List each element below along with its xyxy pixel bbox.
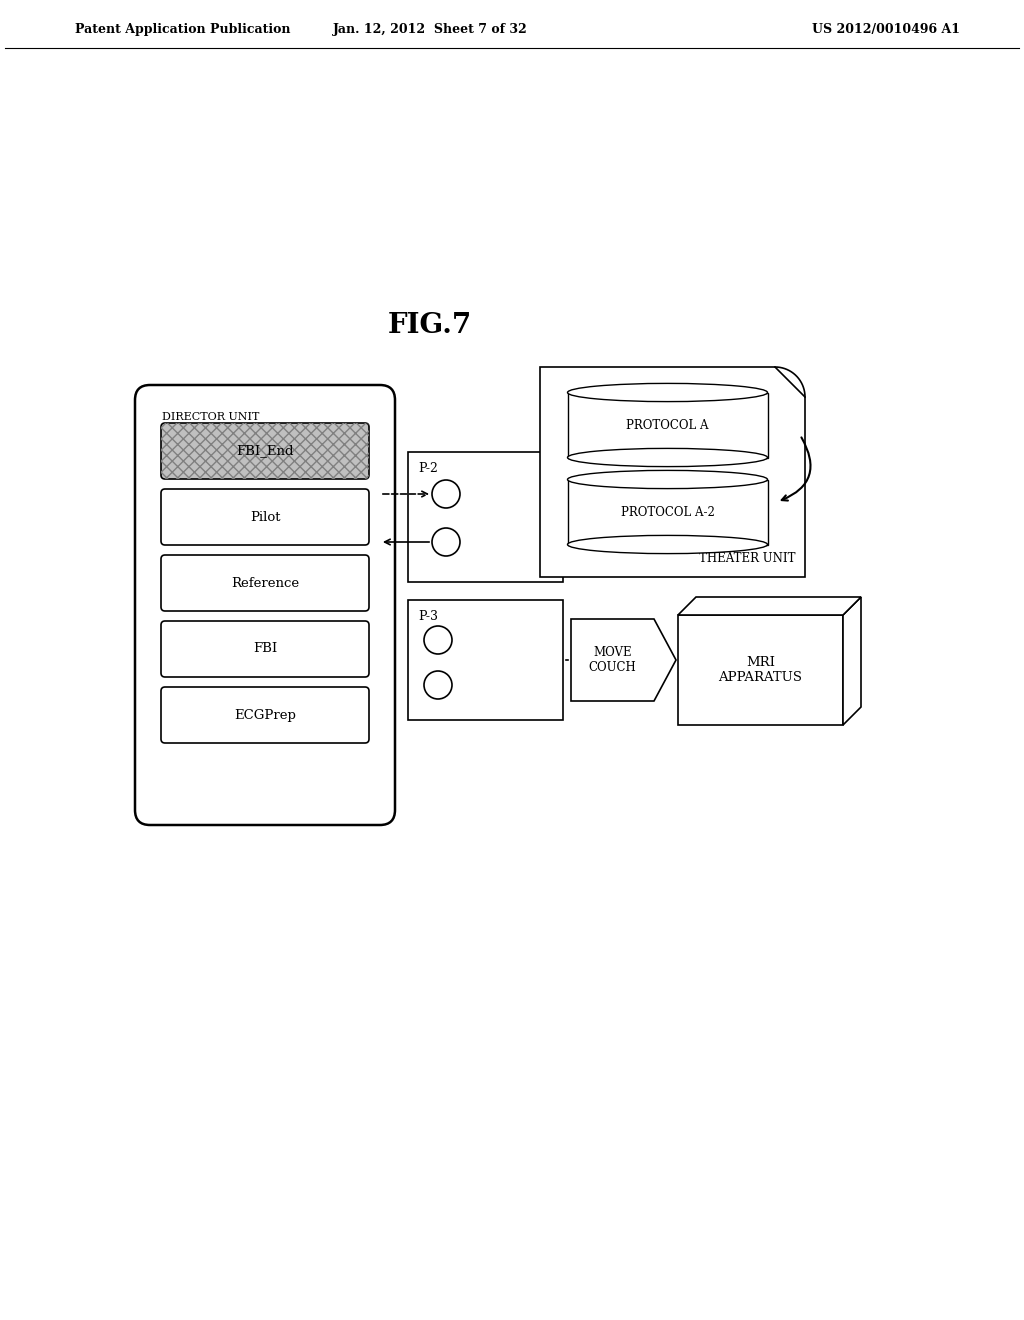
Text: MOVE
COUCH: MOVE COUCH	[589, 645, 636, 675]
Text: PROTOCOL A-2: PROTOCOL A-2	[621, 506, 715, 519]
Circle shape	[432, 528, 460, 556]
Text: DIRECTOR UNIT
(DATA STORE): DIRECTOR UNIT (DATA STORE)	[162, 412, 259, 434]
Text: PROTOCOL A: PROTOCOL A	[627, 418, 709, 432]
FancyBboxPatch shape	[161, 554, 369, 611]
Text: MRI
APPARATUS: MRI APPARATUS	[719, 656, 803, 684]
FancyBboxPatch shape	[135, 385, 395, 825]
Circle shape	[432, 480, 460, 508]
Text: FBI: FBI	[253, 643, 278, 656]
Text: US 2012/0010496 A1: US 2012/0010496 A1	[812, 24, 961, 37]
Ellipse shape	[567, 383, 768, 401]
Polygon shape	[678, 597, 861, 615]
Circle shape	[424, 671, 452, 700]
Ellipse shape	[567, 470, 768, 488]
Text: ECGPrep: ECGPrep	[234, 709, 296, 722]
FancyBboxPatch shape	[161, 620, 369, 677]
FancyBboxPatch shape	[161, 488, 369, 545]
Bar	[567, 392, 768, 458]
Polygon shape	[843, 597, 861, 725]
Text: P-2: P-2	[418, 462, 438, 475]
Text: P-3: P-3	[418, 610, 438, 623]
Bar	[408, 451, 563, 582]
Text: Patent Application Publication: Patent Application Publication	[75, 24, 291, 37]
Ellipse shape	[567, 536, 768, 553]
Ellipse shape	[567, 449, 768, 466]
Text: THEATER UNIT: THEATER UNIT	[698, 552, 795, 565]
Text: Reference: Reference	[231, 577, 299, 590]
Bar	[678, 615, 843, 725]
FancyBboxPatch shape	[161, 686, 369, 743]
Circle shape	[424, 626, 452, 653]
Text: FBI_End: FBI_End	[237, 445, 294, 458]
Text: Pilot: Pilot	[250, 511, 281, 524]
Polygon shape	[571, 619, 676, 701]
Bar	[408, 601, 563, 719]
Bar	[567, 479, 768, 544]
Text: FIG.7: FIG.7	[388, 312, 472, 338]
Polygon shape	[540, 367, 805, 577]
Text: Jan. 12, 2012  Sheet 7 of 32: Jan. 12, 2012 Sheet 7 of 32	[333, 24, 527, 37]
FancyBboxPatch shape	[161, 422, 369, 479]
